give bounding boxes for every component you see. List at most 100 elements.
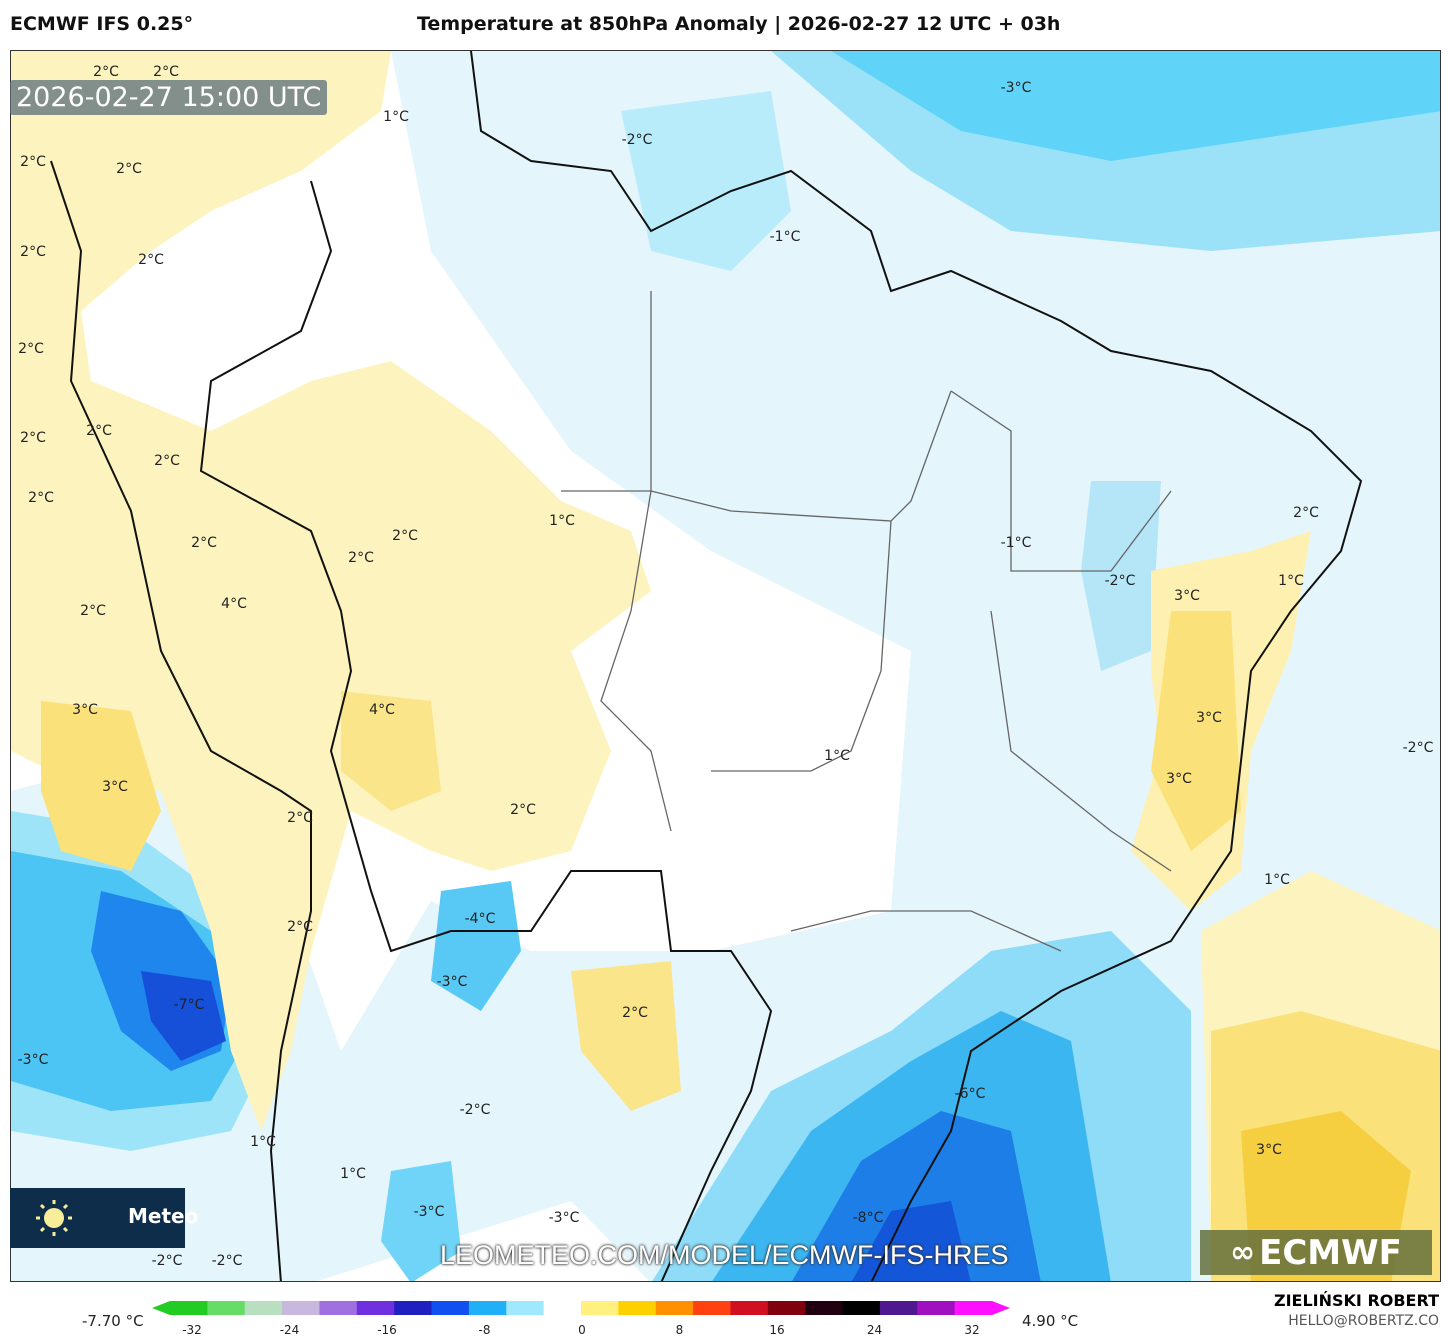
colorbar-swatch: [879, 1301, 918, 1315]
contour-label: -2°C: [1105, 573, 1136, 589]
colorbar-tick: 32: [964, 1323, 980, 1337]
watermark-url: LEOMETEO.COM/MODEL/ECMWF-IFS-HRES: [440, 1240, 1009, 1270]
contour-label: -3°C: [1001, 80, 1032, 96]
contour-labels: 2°C 2°C 1°C 2°C 2°C -2°C -3°C -1°C 2°C 2°C 2°C 2°C 2…: [18, 64, 1434, 1269]
colorbar-swatch: [282, 1301, 320, 1315]
contour-label: 1°C: [824, 748, 850, 764]
colorbar-tick: -32: [182, 1323, 202, 1337]
author-email: HELLO@ROBERTZ.CO: [1288, 1313, 1439, 1329]
ecmwf-mark-icon: ∞: [1230, 1235, 1256, 1270]
contour-label: 3°C: [72, 702, 98, 718]
contour-label: 2°C: [510, 802, 536, 818]
contour-label: 1°C: [340, 1166, 366, 1182]
contour-label: 2°C: [154, 453, 180, 469]
contour-label: 1°C: [1278, 573, 1304, 589]
contour-label: -2°C: [460, 1102, 491, 1118]
contour-label: -2°C: [152, 1253, 183, 1269]
contour-label: 2°C: [138, 252, 164, 268]
ecmwf-logo-text: ECMWF: [1259, 1232, 1402, 1273]
colorbar-swatch: [506, 1301, 545, 1315]
contour-label: 2°C: [348, 550, 374, 566]
contour-label: 2°C: [80, 603, 106, 619]
contour-label: 2°C: [1293, 505, 1319, 521]
sun-icon: [36, 1200, 72, 1236]
contour-label: -1°C: [1001, 535, 1032, 551]
colorbar-swatch: [170, 1301, 208, 1315]
colorbar-max: 4.90 °C: [1022, 1312, 1079, 1330]
contour-label: 2°C: [93, 64, 119, 80]
contour-label: 1°C: [383, 109, 409, 125]
contour-label: 3°C: [102, 779, 128, 795]
contour-label: 3°C: [1256, 1142, 1282, 1158]
colorbar: [152, 1301, 1010, 1315]
colorbar-swatch: [431, 1301, 470, 1315]
state-borders: [561, 291, 1172, 952]
contour-label: 1°C: [549, 513, 575, 529]
contour-label: 1°C: [250, 1134, 276, 1150]
contour-label: 2°C: [392, 528, 418, 544]
contour-label: -2°C: [1403, 740, 1434, 756]
contour-label: 2°C: [20, 244, 46, 260]
meteo-logo-text: Meteo: [128, 1204, 199, 1228]
contour-label: -3°C: [414, 1204, 445, 1220]
colorbar-swatch: [356, 1301, 395, 1315]
colorbar-tick: 0: [578, 1323, 586, 1337]
contour-label: 3°C: [1174, 588, 1200, 604]
colorbar-swatch: [842, 1301, 881, 1315]
colorbar-swatch: [767, 1301, 806, 1315]
colorbar-tick: 8: [675, 1323, 684, 1337]
contour-label: 2°C: [20, 430, 46, 446]
colorbar-swatch: [805, 1301, 844, 1315]
contour-label: 1°C: [1264, 872, 1290, 888]
contour-label: -3°C: [549, 1210, 580, 1226]
colorbar-extend-arrow: [992, 1301, 1010, 1315]
contour-label: -6°C: [955, 1086, 986, 1102]
contour-label: -2°C: [212, 1253, 243, 1269]
colorbar-tick: 16: [769, 1323, 785, 1337]
contour-label: -1°C: [770, 229, 801, 245]
contour-label: 3°C: [1196, 710, 1222, 726]
contour-label: -2°C: [622, 132, 653, 148]
warm-anomaly-shading: [11, 51, 1440, 1281]
contour-label: -8°C: [853, 1210, 884, 1226]
colorbar-swatch: [693, 1301, 731, 1315]
valid-time-label: 2026-02-27 15:00 UTC: [10, 80, 328, 115]
author-name: ZIELIŃSKI ROBERT: [1273, 1291, 1439, 1310]
contour-label: 3°C: [1166, 771, 1192, 787]
colorbar-swatch: [244, 1301, 283, 1315]
map-title: Temperature at 850hPa Anomaly | 2026-02-…: [417, 13, 1061, 35]
model-name: ECMWF IFS 0.25°: [10, 13, 194, 35]
contour-label: 2°C: [18, 341, 44, 357]
contour-label: -7°C: [174, 997, 205, 1013]
colorbar-swatch: [543, 1301, 582, 1315]
contour-label: 2°C: [20, 154, 46, 170]
country-borders: [50, 51, 1363, 1281]
contour-label: 2°C: [28, 490, 54, 506]
contour-label: 4°C: [221, 596, 247, 612]
contour-label: 2°C: [622, 1005, 648, 1021]
colorbar-swatch: [319, 1301, 358, 1315]
meteo-logo: Meteo: [10, 1188, 198, 1248]
colorbar-swatch: [730, 1301, 769, 1315]
contour-label: -3°C: [437, 974, 468, 990]
contour-label: 2°C: [86, 423, 112, 439]
colorbar-tick: -24: [279, 1323, 300, 1337]
colorbar-swatch: [468, 1301, 507, 1315]
colorbar-swatch: [581, 1301, 619, 1315]
contour-label: 2°C: [116, 161, 142, 177]
colorbar-swatch: [207, 1301, 246, 1315]
contour-label: 2°C: [153, 64, 179, 80]
colorbar-tick: -8: [478, 1323, 491, 1337]
colorbar-swatch: [655, 1301, 694, 1315]
anomaly-map[interactable]: 2°C 2°C 1°C 2°C 2°C -2°C -3°C -1°C 2°C 2°C 2°C 2°C 2…: [10, 50, 1441, 1282]
colorbar-swatch: [394, 1301, 433, 1315]
colorbar-swatch: [917, 1301, 956, 1315]
colorbar-swatch: [618, 1301, 657, 1315]
cold-anomaly-shading: [11, 51, 1440, 1281]
contour-label: 2°C: [287, 810, 313, 826]
colorbar-tick: -16: [377, 1323, 397, 1337]
contour-label: 4°C: [369, 702, 395, 718]
colorbar-swatch: [954, 1301, 993, 1315]
ecmwf-logo: ∞ ECMWF: [1200, 1230, 1432, 1275]
contour-label: 2°C: [191, 535, 217, 551]
